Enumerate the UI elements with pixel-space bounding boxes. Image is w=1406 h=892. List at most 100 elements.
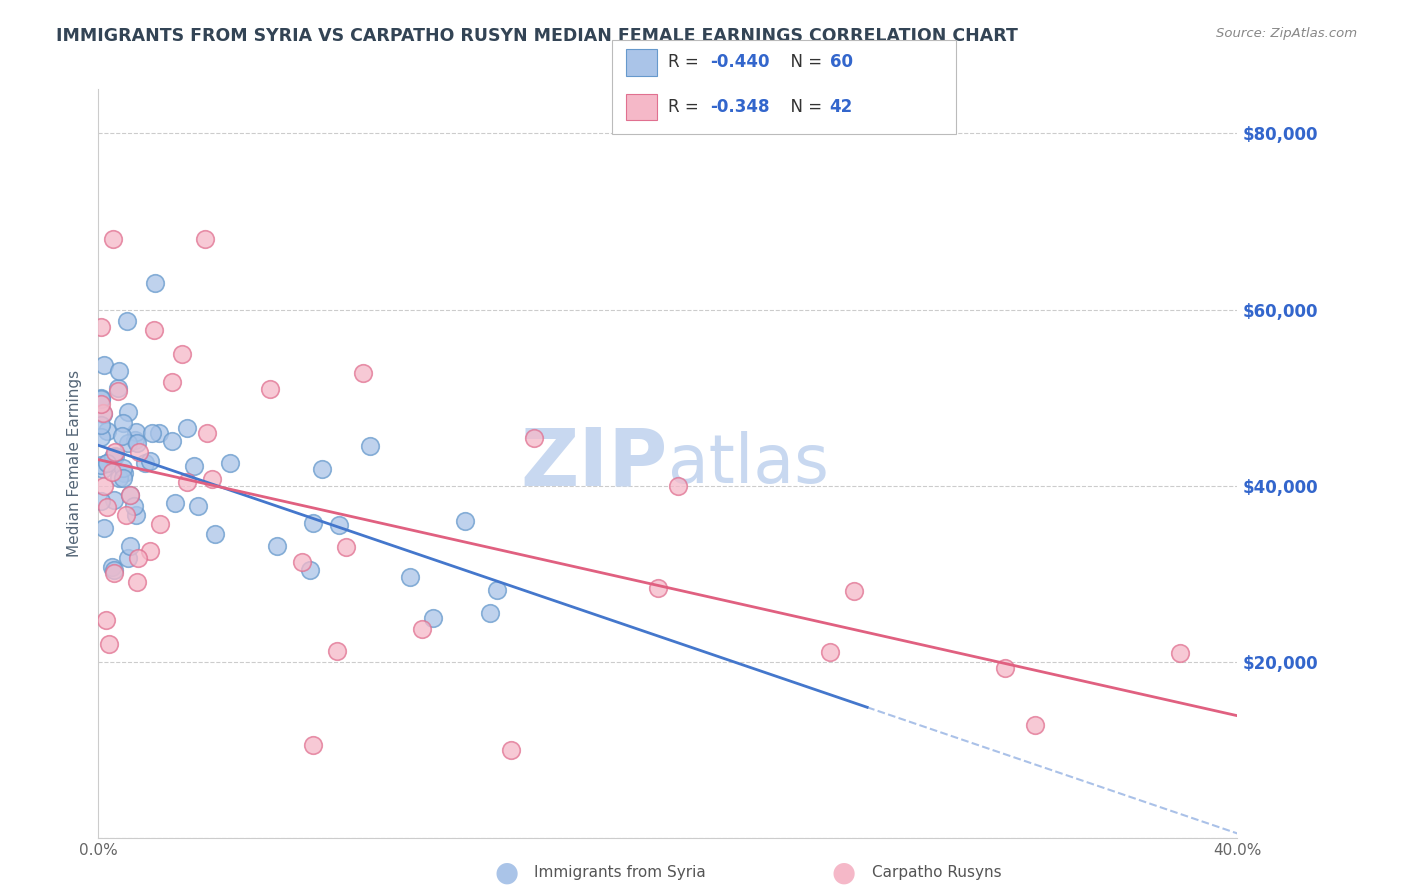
Point	[111, 417, 134, 431]
Point	[139, 453, 162, 467]
Point	[90, 418, 112, 433]
Point	[844, 583, 866, 598]
Point	[90, 493, 112, 508]
Point	[111, 471, 134, 485]
Point	[127, 435, 149, 450]
Y-axis label: Median Female Earnings: Median Female Earnings	[67, 370, 83, 558]
Point	[96, 500, 118, 515]
Point	[90, 458, 112, 473]
Point	[359, 439, 381, 453]
Text: ●: ●	[831, 858, 856, 887]
Point	[170, 347, 193, 361]
Point	[117, 436, 139, 450]
Point	[90, 429, 112, 443]
Point	[311, 462, 333, 476]
Point	[266, 539, 288, 553]
Point	[666, 479, 689, 493]
Point	[91, 461, 114, 475]
Point	[219, 456, 242, 470]
Point	[100, 466, 122, 480]
Point	[107, 381, 129, 395]
Point	[352, 366, 374, 380]
Point	[1024, 717, 1046, 731]
Point	[104, 449, 127, 463]
Text: -0.440: -0.440	[710, 54, 769, 71]
Point	[523, 430, 546, 444]
Point	[398, 570, 420, 584]
Point	[96, 456, 118, 470]
Point	[325, 643, 347, 657]
Point	[118, 488, 141, 502]
Point	[108, 471, 131, 485]
Point	[90, 397, 112, 411]
Point	[128, 444, 150, 458]
Text: ●: ●	[494, 858, 519, 887]
Text: 42: 42	[830, 98, 853, 116]
Text: Carpatho Rusyns: Carpatho Rusyns	[872, 865, 1001, 880]
Text: Source: ZipAtlas.com: Source: ZipAtlas.com	[1216, 27, 1357, 40]
Point	[112, 466, 135, 480]
Point	[479, 606, 502, 620]
Point	[145, 276, 167, 290]
Point	[125, 508, 148, 522]
Text: ZIP: ZIP	[520, 425, 668, 503]
Point	[118, 488, 141, 502]
Point	[298, 563, 321, 577]
Point	[127, 550, 149, 565]
Point	[117, 551, 139, 566]
Point	[501, 743, 523, 757]
Point	[194, 232, 217, 246]
Point	[91, 406, 114, 420]
Text: R =: R =	[668, 54, 704, 71]
Point	[142, 323, 165, 337]
Point	[411, 622, 433, 636]
Point	[139, 544, 162, 558]
Point	[101, 450, 124, 464]
Text: Immigrants from Syria: Immigrants from Syria	[534, 865, 706, 880]
Point	[96, 424, 118, 438]
Point	[100, 559, 122, 574]
Point	[117, 405, 139, 419]
Point	[115, 314, 138, 328]
Text: N =: N =	[780, 54, 828, 71]
Point	[187, 500, 209, 514]
Point	[93, 358, 115, 372]
Point	[111, 429, 134, 443]
Point	[176, 475, 198, 490]
Point	[103, 563, 125, 577]
Point	[90, 319, 112, 334]
Point	[454, 514, 477, 528]
Point	[422, 611, 444, 625]
Text: R =: R =	[668, 98, 704, 116]
Point	[160, 375, 183, 389]
Point	[103, 493, 125, 508]
Point	[335, 540, 357, 554]
Point	[302, 738, 325, 752]
Point	[259, 382, 281, 396]
Point	[148, 425, 170, 440]
Point	[90, 391, 112, 405]
Point	[302, 516, 325, 530]
Point	[195, 425, 218, 440]
Point	[162, 434, 184, 449]
Point	[103, 566, 125, 580]
Point	[91, 407, 114, 421]
Point	[93, 521, 115, 535]
Point	[820, 645, 842, 659]
Point	[328, 518, 350, 533]
Point	[141, 426, 163, 441]
Point	[96, 613, 118, 627]
Text: 60: 60	[830, 54, 852, 71]
Point	[115, 508, 138, 522]
Point	[485, 582, 508, 597]
Point	[125, 425, 148, 439]
Point	[291, 555, 314, 569]
Point	[204, 526, 226, 541]
Point	[163, 496, 186, 510]
Text: -0.348: -0.348	[710, 98, 769, 116]
Text: N =: N =	[780, 98, 828, 116]
Text: atlas: atlas	[668, 431, 828, 497]
Point	[107, 384, 129, 398]
Point	[118, 540, 141, 554]
Point	[201, 472, 224, 486]
